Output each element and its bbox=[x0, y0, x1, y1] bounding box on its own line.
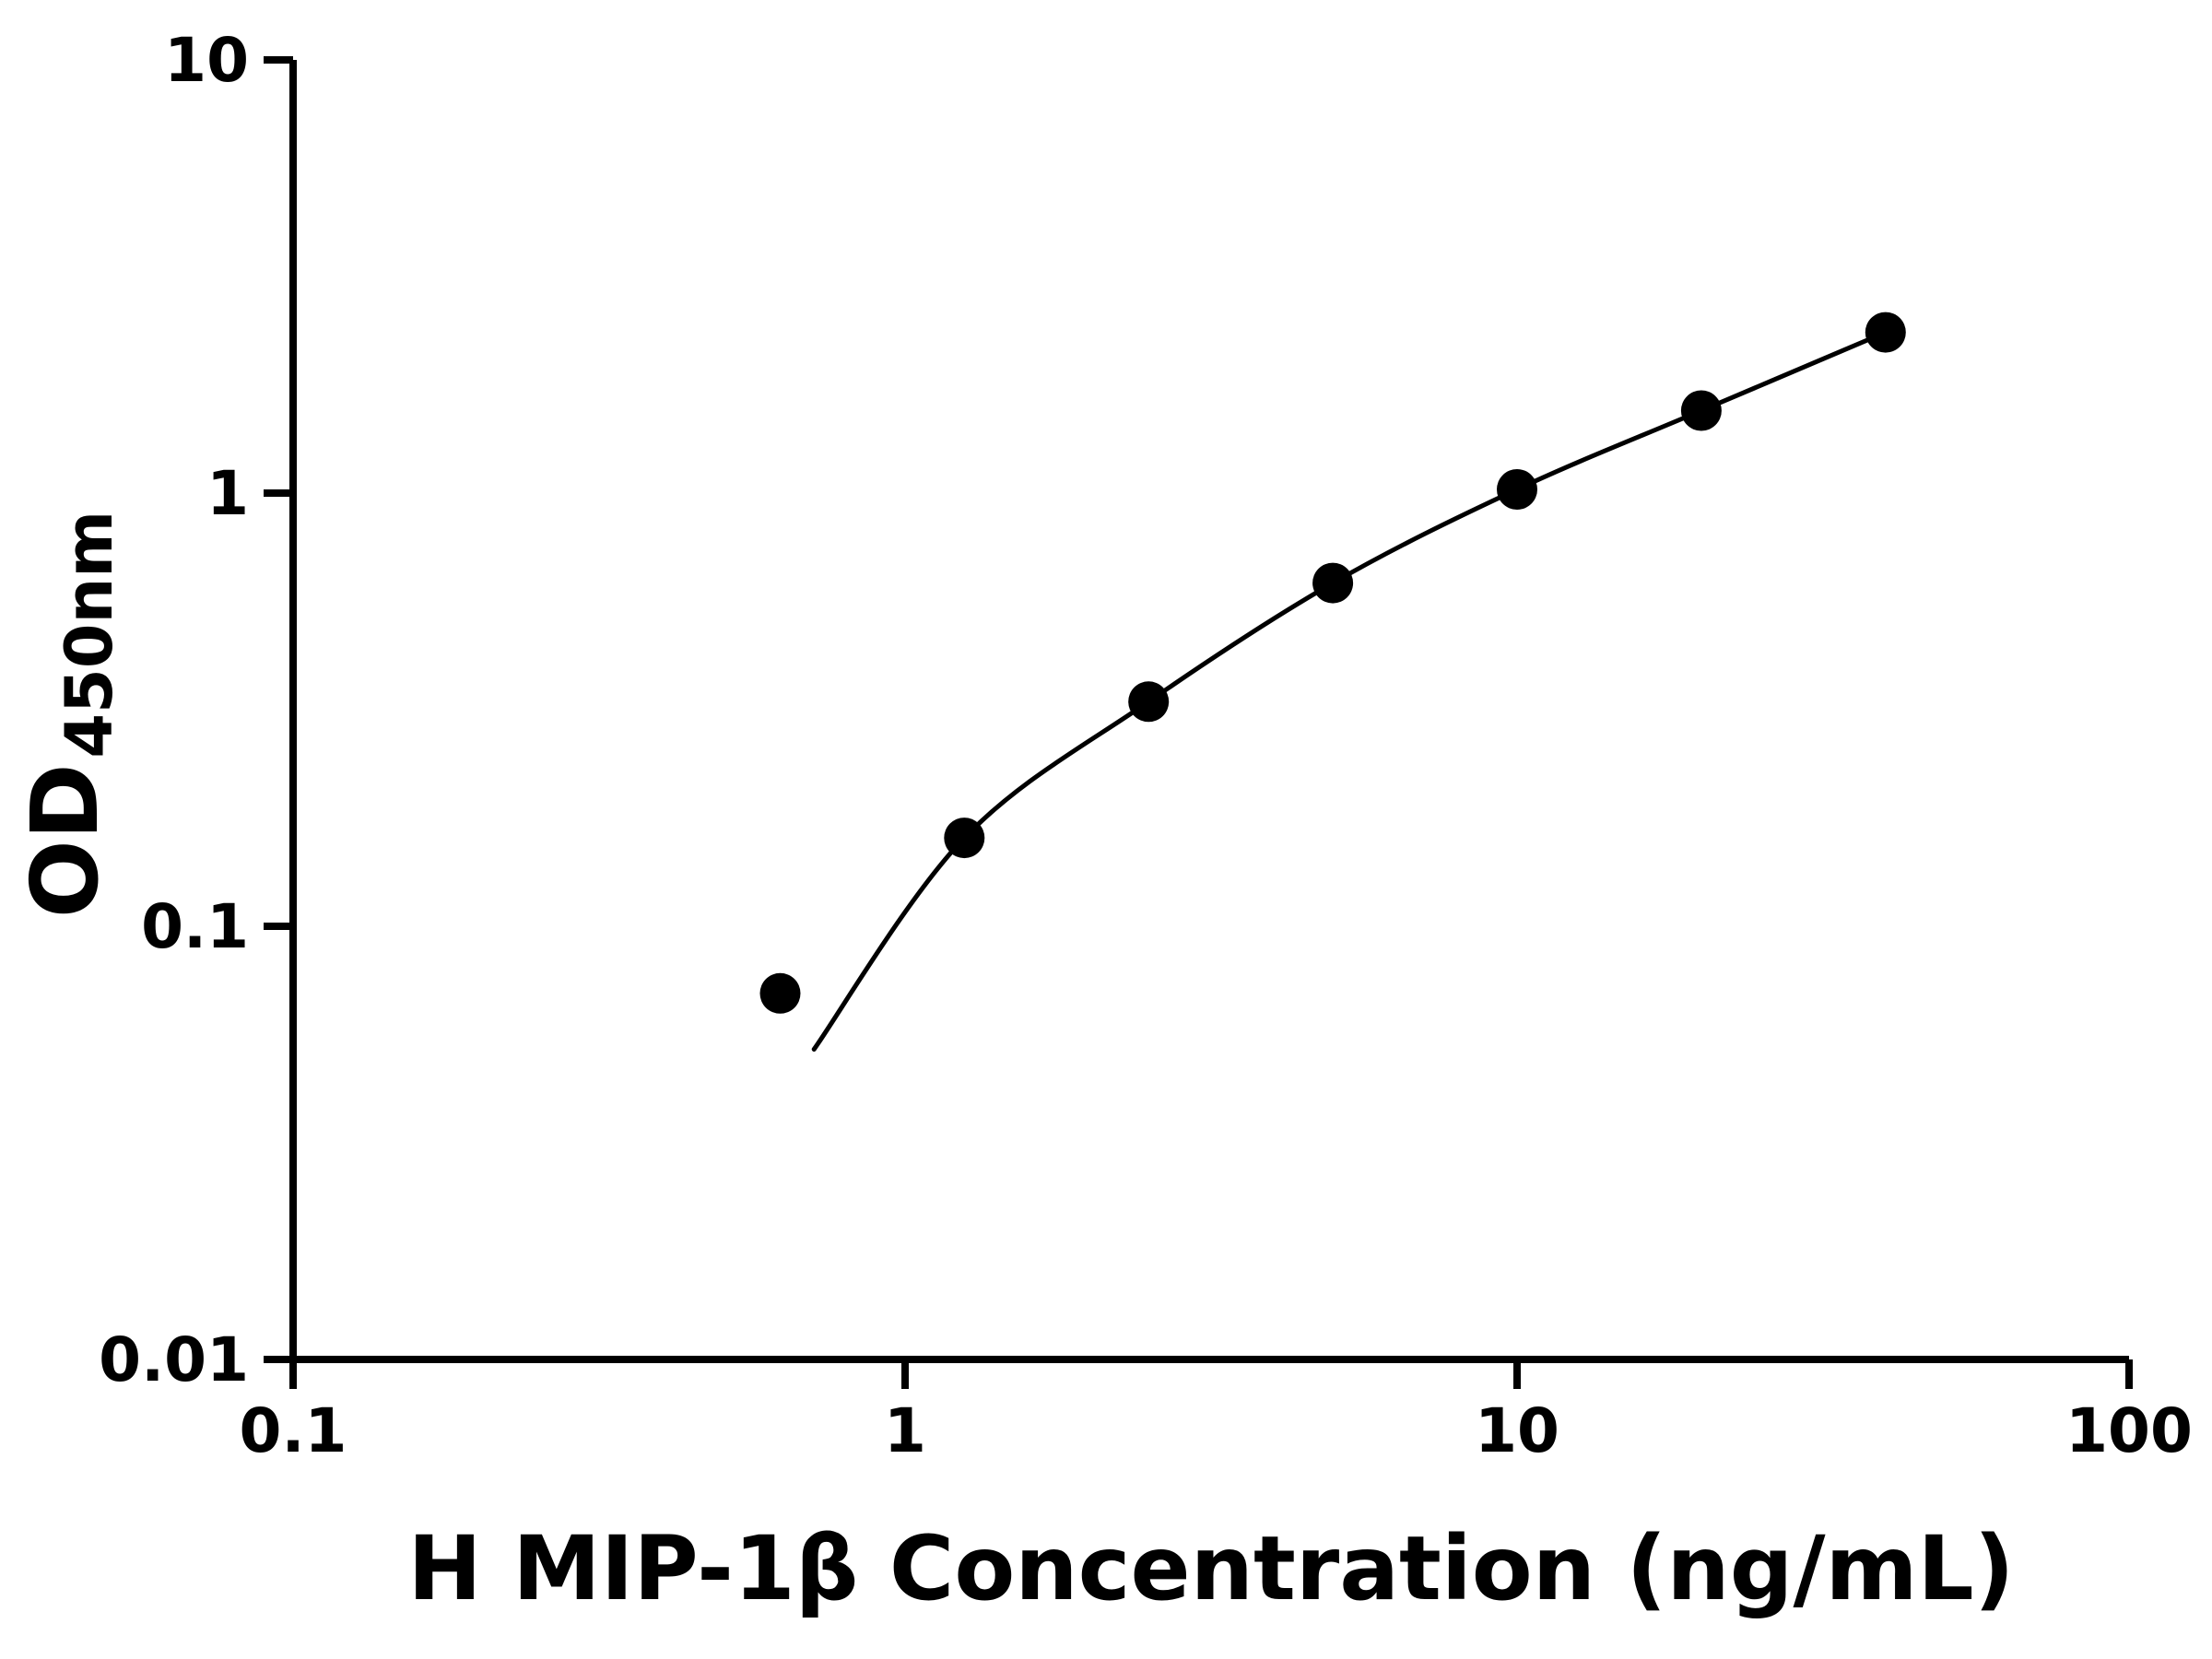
data-point bbox=[1128, 681, 1170, 723]
data-point bbox=[759, 972, 801, 1014]
x-tick-label: 1 bbox=[884, 1395, 926, 1466]
x-tick-label: 100 bbox=[2065, 1395, 2193, 1466]
data-point bbox=[1680, 390, 1722, 431]
x-axis-label: H MIP-1β Concentration (ng/mL) bbox=[407, 1517, 2014, 1620]
data-point bbox=[1865, 312, 1906, 353]
y-axis-label-main: OD bbox=[11, 763, 119, 918]
y-tick-label: 0.1 bbox=[141, 891, 249, 962]
x-tick-label: 10 bbox=[1475, 1395, 1559, 1466]
data-points-group bbox=[759, 312, 1906, 1014]
y-tick-label: 1 bbox=[206, 458, 249, 529]
x-ticks-group: 0.1 1 10 100 bbox=[240, 1359, 2193, 1466]
y-tick-label: 10 bbox=[164, 25, 249, 96]
y-axis-label-sub: 450nm bbox=[52, 511, 127, 759]
y-axis-label: OD 450nm bbox=[11, 511, 127, 919]
y-tick-label: 0.01 bbox=[99, 1324, 249, 1395]
data-point bbox=[944, 818, 985, 859]
data-point bbox=[1497, 469, 1537, 510]
y-ticks-group: 0.01 0.1 1 10 bbox=[99, 25, 293, 1395]
x-tick-label: 0.1 bbox=[240, 1395, 347, 1466]
data-point bbox=[1312, 562, 1354, 604]
